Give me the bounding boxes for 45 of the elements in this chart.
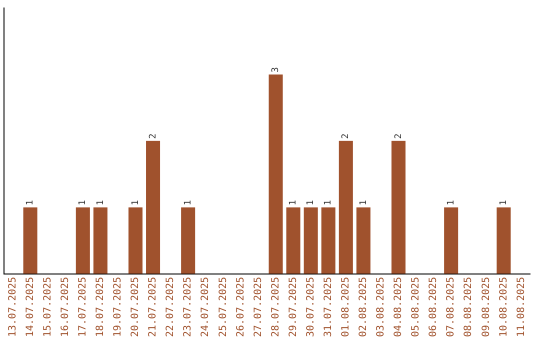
- x-tick-label: 20.07.2025: [130, 276, 142, 338]
- data-label: 3: [271, 67, 282, 72]
- x-tick-label: 22.07.2025: [165, 276, 176, 338]
- x-tick-label: 09.08.2025: [480, 276, 492, 338]
- data-label: 2: [394, 133, 404, 139]
- data-label: 1: [78, 200, 88, 206]
- x-tick-label: 17.07.2025: [77, 276, 88, 338]
- x-tick-label: 01.08.2025: [340, 276, 352, 338]
- x-tick-label: 07.08.2025: [446, 276, 457, 338]
- x-tick-label: 15.07.2025: [42, 276, 54, 338]
- x-tick-label: 03.08.2025: [376, 276, 387, 338]
- x-tick-label: 14.07.2025: [24, 276, 36, 338]
- data-label: 1: [499, 200, 510, 206]
- data-label: 1: [358, 200, 369, 206]
- x-tick-label: 08.08.2025: [463, 276, 474, 338]
- x-tick-label: 16.07.2025: [60, 276, 71, 338]
- x-tick-label: 31.07.2025: [322, 276, 334, 338]
- x-tick-label: 02.08.2025: [358, 276, 370, 338]
- data-label: 1: [183, 200, 194, 206]
- x-tick-label: 26.07.2025: [235, 276, 246, 338]
- data-label: 1: [446, 200, 456, 206]
- data-label: 1: [324, 200, 334, 206]
- x-tick-label: 10.08.2025: [498, 276, 510, 338]
- x-tick-label: 18.07.2025: [95, 276, 106, 338]
- x-tick-label: 23.07.2025: [182, 276, 194, 338]
- data-label: 1: [288, 200, 299, 206]
- data-label: 2: [341, 133, 352, 139]
- data-label: 1: [96, 200, 106, 206]
- x-tick-label: 11.08.2025: [516, 276, 527, 338]
- x-tick-label: 30.07.2025: [305, 276, 316, 338]
- x-tick-label: 04.08.2025: [393, 276, 404, 338]
- x-tick-label: 19.07.2025: [112, 276, 124, 338]
- x-tick-label: 28.07.2025: [270, 276, 282, 338]
- x-tick-label: 29.07.2025: [288, 276, 299, 338]
- data-label: 1: [130, 200, 141, 206]
- data-label: 2: [148, 133, 158, 139]
- data-label: 1: [306, 200, 316, 206]
- x-tick-label: 25.07.2025: [218, 276, 229, 338]
- x-tick-label: 27.07.2025: [252, 276, 264, 338]
- x-tick-label: 06.08.2025: [428, 276, 440, 338]
- data-label: 1: [26, 200, 36, 206]
- x-tick-label: 21.07.2025: [148, 276, 159, 338]
- x-tick-label: 24.07.2025: [200, 276, 212, 338]
- x-tick-label: 05.08.2025: [410, 276, 422, 338]
- x-tick-label: 13.07.2025: [7, 276, 18, 338]
